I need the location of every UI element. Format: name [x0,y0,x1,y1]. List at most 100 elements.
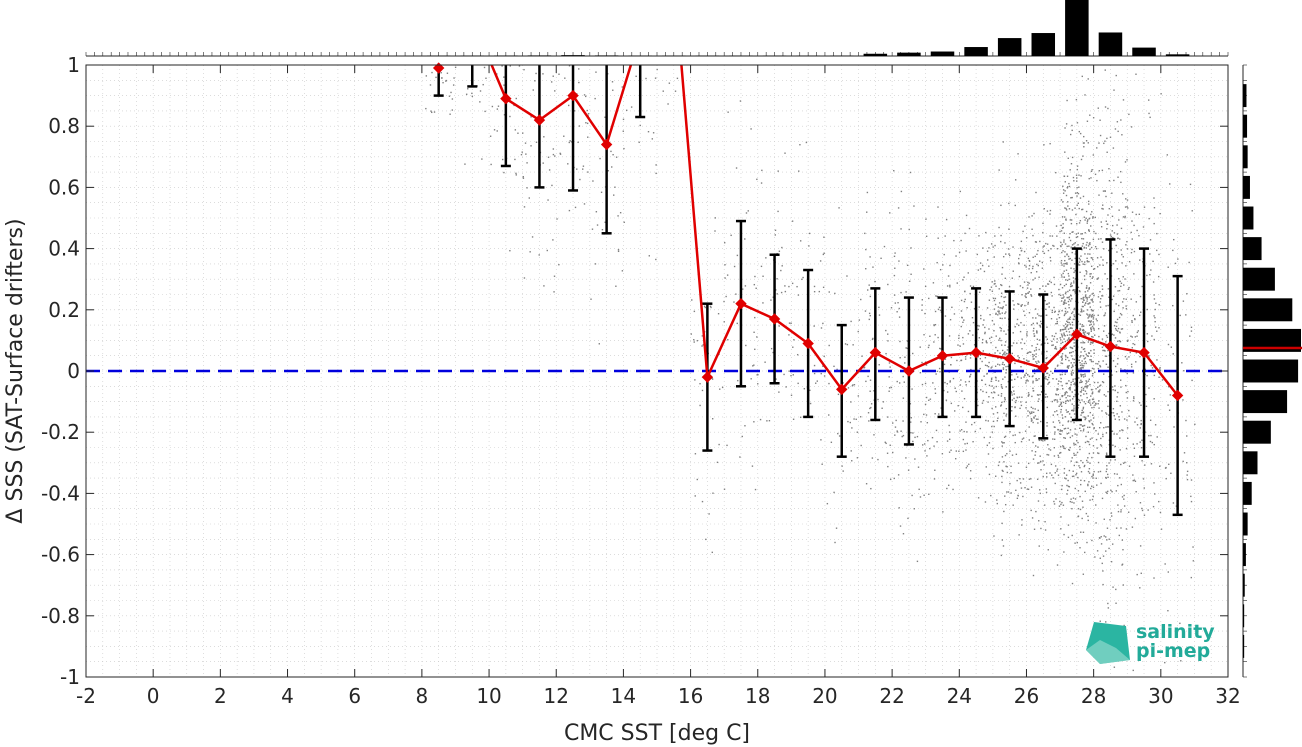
scatter-point [1102,555,1105,557]
scatter-point [1057,313,1059,316]
scatter-point [1087,314,1089,316]
scatter-point [969,470,972,472]
scatter-point [941,453,944,455]
scatter-point [904,362,906,364]
scatter-point [1079,466,1081,469]
scatter-point [1131,211,1134,213]
scatter-point [1069,346,1072,349]
scatter-point [1110,489,1112,492]
scatter-point [1093,401,1095,403]
scatter-point [542,73,544,75]
scatter-point [1097,471,1100,473]
scatter-point [969,375,971,377]
scatter-point [1117,130,1119,133]
scatter-point [514,129,517,131]
scatter-point [965,421,967,423]
scatter-point [1056,322,1058,325]
scatter-point [1090,404,1092,406]
scatter-point [585,122,587,124]
scatter-point [1030,351,1032,353]
scatter-point [925,396,928,399]
scatter-point [1094,216,1097,219]
scatter-point [1060,356,1063,359]
scatter-point [963,276,965,278]
scatter-point [1077,490,1080,492]
scatter-point [1116,330,1119,332]
scatter-point [542,162,544,164]
scatter-point [1083,216,1086,218]
scatter-point [451,98,454,100]
scatter-point [1073,315,1076,318]
scatter-point [994,406,997,408]
scatter-point [813,325,815,327]
scatter-point [1033,333,1035,335]
scatter-point [1105,412,1107,414]
scatter-point [1081,346,1083,349]
scatter-point [994,280,996,282]
scatter-point [1032,387,1034,390]
scatter-point [1120,181,1122,184]
scatter-point [723,488,726,490]
scatter-point [1167,385,1170,388]
scatter-point [590,298,592,300]
y-tick-label: 0.8 [48,114,80,138]
scatter-point [1067,338,1070,340]
scatter-point [1064,447,1066,450]
scatter-point [1004,312,1006,315]
scatter-point [973,421,976,424]
scatter-point [1064,251,1066,253]
scatter-point [1035,379,1037,382]
scatter-point [1094,404,1096,406]
scatter-point [944,315,947,317]
scatter-point [990,341,992,344]
scatter-point [1080,379,1082,382]
scatter-point [1003,330,1005,332]
scatter-point [1123,284,1125,286]
scatter-point [1069,500,1072,503]
scatter-point [1118,419,1121,421]
scatter-point [1088,315,1091,317]
scatter-point [1120,509,1122,511]
scatter-point [1122,307,1124,309]
scatter-point [871,457,874,459]
scatter-point [998,169,1000,171]
scatter-point [1027,281,1029,284]
scatter-point [1060,262,1063,264]
scatter-point [1009,431,1011,433]
scatter-point [1090,213,1092,216]
scatter-point [1132,669,1134,672]
scatter-point [989,314,991,316]
scatter-point [1060,245,1062,248]
scatter-point [792,374,794,376]
scatter-point [1000,554,1003,557]
scatter-point [982,324,984,326]
scatter-point [1126,206,1128,208]
scatter-point [1073,362,1075,364]
scatter-point [1020,487,1023,489]
scatter-point [1096,147,1098,149]
scatter-point [1046,476,1048,478]
top-hist-bar [964,47,988,56]
scatter-point [772,351,774,354]
scatter-point [1062,189,1065,191]
scatter-point [1086,260,1089,262]
scatter-point [1149,440,1152,443]
scatter-point [1103,325,1106,327]
scatter-point [926,422,929,424]
scatter-point [1074,349,1077,352]
scatter-point [1147,509,1149,511]
scatter-point [981,264,984,267]
scatter-point [1039,492,1042,495]
scatter-point [1041,261,1043,264]
scatter-point [1103,373,1105,375]
scatter-point [905,291,907,293]
scatter-point [943,389,945,392]
scatter-point [1090,246,1093,249]
scatter-point [1071,364,1074,366]
scatter-point [1061,341,1064,343]
scatter-point [1140,422,1142,425]
scatter-point [622,130,624,132]
scatter-point [1102,360,1104,362]
scatter-point [986,372,988,375]
scatter-point [1028,312,1031,314]
